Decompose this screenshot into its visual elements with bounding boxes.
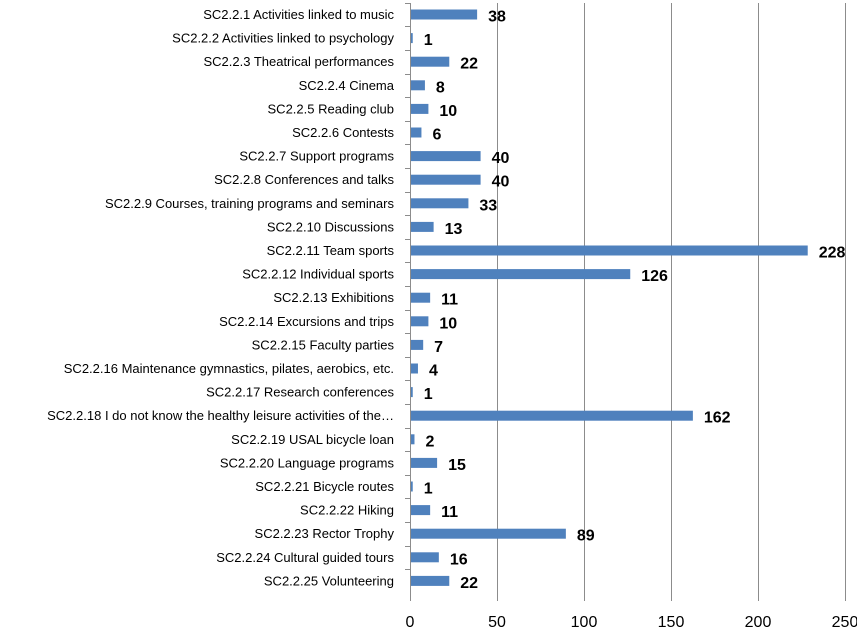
data-label: 13 xyxy=(445,221,463,238)
data-label: 38 xyxy=(488,9,506,26)
category-label: SC2.2.1 Activities linked to music xyxy=(203,7,394,22)
data-label: 7 xyxy=(434,339,443,356)
bar xyxy=(411,292,431,303)
category-label: SC2.2.20 Language programs xyxy=(220,455,395,470)
gridlines xyxy=(405,3,846,596)
x-tick-label: 0 xyxy=(406,614,415,631)
bar xyxy=(411,174,481,185)
bar xyxy=(411,80,425,91)
category-label: SC2.2.2 Activities linked to psychology xyxy=(172,31,394,46)
data-label: 1 xyxy=(424,32,433,49)
category-label: SC2.2.7 Support programs xyxy=(239,149,394,164)
category-label: SC2.2.16 Maintenance gymnastics, pilates… xyxy=(64,361,394,376)
x-tick-label: 150 xyxy=(658,614,685,631)
bar xyxy=(411,316,429,327)
category-label: SC2.2.18 I do not know the healthy leisu… xyxy=(47,408,394,423)
data-label: 10 xyxy=(439,315,457,332)
bar xyxy=(411,363,418,374)
bar xyxy=(411,434,415,445)
data-label: 22 xyxy=(460,575,478,592)
bar xyxy=(411,56,450,67)
category-label: SC2.2.9 Courses, training programs and s… xyxy=(105,196,395,211)
bar xyxy=(411,481,413,492)
category-label: SC2.2.23 Rector Trophy xyxy=(255,526,395,541)
x-tick-label: 100 xyxy=(571,614,598,631)
data-label: 89 xyxy=(577,528,595,545)
category-label: SC2.2.10 Discussions xyxy=(267,219,395,234)
category-label: SC2.2.13 Exhibitions xyxy=(273,290,394,305)
value-labels: 3812281064040331322812611107411622151118… xyxy=(424,9,846,592)
bar xyxy=(411,198,469,209)
data-label: 15 xyxy=(448,457,466,474)
data-label: 11 xyxy=(441,504,458,521)
data-label: 40 xyxy=(492,150,510,167)
x-tick-label: 250 xyxy=(832,614,857,631)
category-label: SC2.2.11 Team sports xyxy=(267,243,395,258)
data-label: 33 xyxy=(479,197,497,214)
category-label: SC2.2.3 Theatrical performances xyxy=(203,54,394,69)
bar xyxy=(411,269,631,280)
data-label: 40 xyxy=(492,174,510,191)
category-label: SC2.2.19 USAL bicycle loan xyxy=(231,432,394,447)
category-label: SC2.2.14 Excursions and trips xyxy=(219,314,394,329)
data-label: 2 xyxy=(425,433,434,450)
data-label: 11 xyxy=(441,292,458,309)
data-label: 16 xyxy=(450,551,468,568)
data-label: 1 xyxy=(424,481,433,498)
bar xyxy=(411,9,478,20)
x-tick-label: 50 xyxy=(488,614,506,631)
category-label: SC2.2.24 Cultural guided tours xyxy=(216,550,394,565)
data-label: 6 xyxy=(432,127,441,144)
bar xyxy=(411,151,481,162)
bar xyxy=(411,528,566,539)
bar xyxy=(411,575,450,586)
category-label: SC2.2.22 Hiking xyxy=(300,503,394,518)
data-label: 22 xyxy=(460,56,478,73)
category-label: SC2.2.25 Volunteering xyxy=(264,573,394,588)
bar xyxy=(411,103,429,114)
category-label: SC2.2.8 Conferences and talks xyxy=(214,172,394,187)
bar xyxy=(411,410,693,421)
category-label: SC2.2.17 Research conferences xyxy=(206,385,394,400)
bar xyxy=(411,33,413,44)
data-label: 126 xyxy=(641,268,668,285)
category-label: SC2.2.21 Bicycle routes xyxy=(255,479,394,494)
bars xyxy=(411,9,808,586)
data-label: 162 xyxy=(704,410,731,427)
bar xyxy=(411,221,434,232)
bar xyxy=(411,457,438,468)
bar xyxy=(411,339,424,350)
category-label: SC2.2.5 Reading club xyxy=(268,101,394,116)
category-labels: SC2.2.1 Activities linked to music SC2.2.… xyxy=(47,7,395,588)
data-label: 228 xyxy=(819,245,846,262)
bar xyxy=(411,245,808,256)
data-label: 8 xyxy=(436,79,445,96)
bar xyxy=(411,387,413,398)
bar xyxy=(411,505,431,516)
category-label: SC2.2.15 Faculty parties xyxy=(252,337,395,352)
x-tick-label: 200 xyxy=(745,614,772,631)
category-label: SC2.2.12 Individual sports xyxy=(242,267,394,282)
data-label: 4 xyxy=(429,363,438,380)
bar xyxy=(411,127,422,138)
category-label: SC2.2.4 Cinema xyxy=(299,78,395,93)
bar xyxy=(411,552,439,563)
category-label: SC2.2.6 Contests xyxy=(292,125,394,140)
data-label: 1 xyxy=(424,386,433,403)
data-label: 10 xyxy=(439,103,457,120)
x-axis-ticks: 0 50 100 150 200 250 xyxy=(406,596,857,631)
